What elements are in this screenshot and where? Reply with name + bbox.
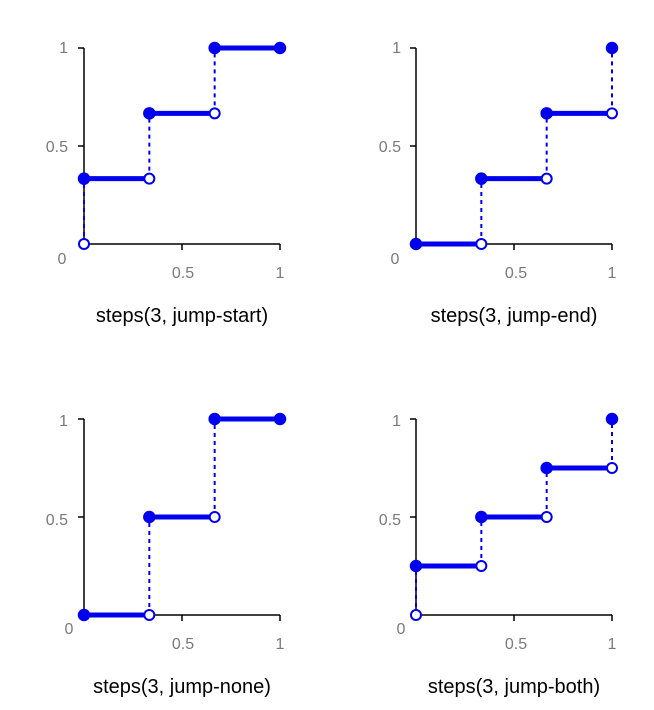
y-tick-label-0.5: 0.5 [46,512,68,529]
chart-jump-start: 0 0.5 1 0.5 1 steps(3, jump-start) [46,40,287,327]
closed-point [409,237,423,251]
open-point [606,462,618,474]
open-point [208,107,221,120]
chart-jump-both: 0 0.5 1 0.5 1 steps(3, jump-both) [379,412,619,698]
x-tick-label-1: 1 [276,636,285,653]
closed-point [540,107,553,120]
y-tick-label-0.5: 0.5 [379,512,401,529]
chart-caption: steps(3, jump-none) [93,676,271,698]
closed-point [409,559,423,573]
x-tick-label-0.5: 0.5 [172,636,194,653]
chart-caption: steps(3, jump-end) [431,305,598,327]
x-tick-label-1: 1 [608,265,617,282]
origin-label: 0 [65,621,74,638]
open-point [78,238,90,250]
origin-label: 0 [58,251,67,268]
closed-point [605,41,619,55]
x-tick-label-1: 1 [276,265,285,282]
closed-point [143,107,156,120]
chart-caption: steps(3, jump-both) [428,676,600,698]
x-tick-label-1: 1 [608,636,617,653]
closed-point [273,412,287,426]
closed-point [475,172,488,185]
closed-point [540,461,553,475]
axes [83,48,280,245]
x-tick-label-0.5: 0.5 [172,265,194,282]
open-point [143,609,156,621]
open-point [540,172,553,185]
closed-point [273,41,287,55]
x-tick-label-0.5: 0.5 [505,636,527,653]
x-tick-label-0.5: 0.5 [505,265,527,282]
y-tick-label-0.5: 0.5 [46,139,68,156]
closed-point [208,412,221,426]
open-point [475,560,488,572]
origin-label: 0 [397,621,406,638]
closed-point [77,172,91,185]
closed-point [605,412,619,426]
open-point [143,172,156,185]
open-point [410,609,422,621]
chart-jump-end: 0 0.5 1 0.5 1 steps(3, jump-end) [379,40,619,327]
open-point [208,511,221,523]
origin-label: 0 [391,251,400,268]
axes [415,48,612,245]
open-point [475,238,488,250]
y-tick-label-0.5: 0.5 [379,139,401,156]
open-point [606,107,618,120]
closed-point [475,510,488,524]
closed-point [208,41,221,55]
open-point [540,511,553,523]
y-tick-label-1: 1 [392,40,401,57]
closed-point [77,608,91,622]
y-tick-label-1: 1 [59,40,68,57]
chart-caption: steps(3, jump-start) [96,305,268,327]
chart-jump-none: 0 0.5 1 0.5 1 steps(3, jump-none) [46,412,287,698]
y-tick-label-1: 1 [59,413,68,430]
closed-point [143,510,156,524]
y-tick-label-1: 1 [392,413,401,430]
